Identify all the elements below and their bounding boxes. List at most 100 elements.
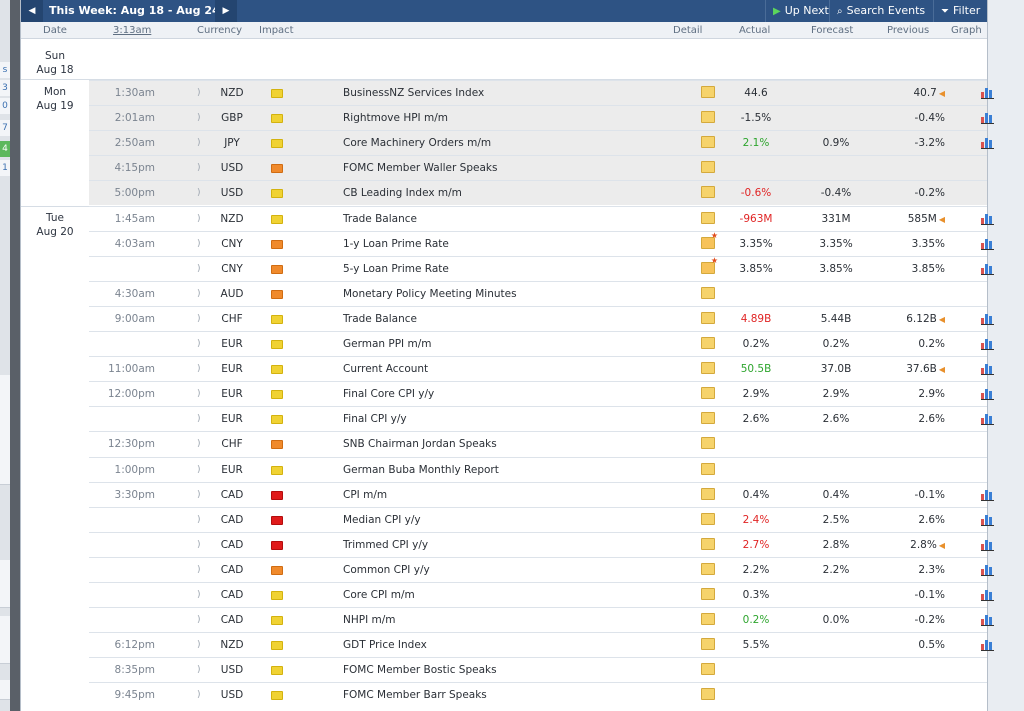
- event-row[interactable]: 1:30am) NZD BusinessNZ Services Index 44.6 4…: [89, 80, 994, 105]
- sound-icon[interactable]: ): [197, 564, 201, 575]
- left-strip-item[interactable]: s: [0, 62, 10, 78]
- event-row[interactable]: 2:01am) GBP Rightmove HPI m/m -1.5% -0.4%: [89, 105, 994, 131]
- event-name[interactable]: Trimmed CPI y/y: [343, 538, 429, 551]
- prev-week-icon[interactable]: ◀: [21, 0, 43, 22]
- event-name[interactable]: Trade Balance: [343, 312, 417, 325]
- graph-icon[interactable]: [981, 136, 995, 150]
- event-name[interactable]: Final Core CPI y/y: [343, 388, 435, 401]
- event-name[interactable]: Common CPI y/y: [343, 563, 430, 576]
- left-strip-item[interactable]: 1: [0, 160, 10, 176]
- graph-icon[interactable]: [981, 563, 995, 576]
- detail-folder-icon[interactable]: [701, 412, 715, 425]
- event-row[interactable]: 12:00pm) EUR Final Core CPI y/y 2.9% 2.9% 2.9…: [89, 381, 994, 406]
- event-row[interactable]: 1:00pm) EUR German Buba Monthly Report: [89, 456, 987, 482]
- event-name[interactable]: Final CPI y/y: [343, 413, 407, 426]
- event-row[interactable]: ) CNY 5-y Loan Prime Rate 3.85% 3.85% 3.85%: [89, 255, 994, 281]
- event-name[interactable]: Core CPI m/m: [343, 589, 415, 601]
- event-row[interactable]: ) CAD Median CPI y/y 2.4% 2.5% 2.6%: [89, 506, 994, 532]
- detail-folder-icon[interactable]: [701, 286, 715, 299]
- graph-icon[interactable]: [981, 488, 995, 501]
- filter-button[interactable]: ⏷ Filter: [933, 0, 987, 22]
- sound-icon[interactable]: ): [197, 389, 201, 400]
- event-name[interactable]: BusinessNZ Services Index: [343, 87, 485, 99]
- sound-icon[interactable]: ): [197, 263, 201, 274]
- detail-folder-icon[interactable]: [701, 437, 715, 450]
- event-name[interactable]: Rightmove HPI m/m: [343, 112, 448, 125]
- sound-icon[interactable]: ): [197, 665, 201, 676]
- detail-folder-icon[interactable]: [701, 161, 715, 174]
- graph-icon[interactable]: [981, 362, 995, 376]
- sound-icon[interactable]: ): [197, 339, 201, 349]
- sound-icon[interactable]: ): [197, 539, 201, 550]
- event-name[interactable]: GDT Price Index: [343, 639, 427, 652]
- event-row[interactable]: 2:50am) JPY Core Machinery Orders m/m 2.1% 0…: [89, 130, 994, 156]
- event-row[interactable]: 4:03am) CNY 1-y Loan Prime Rate 3.35% 3.35% 3…: [89, 230, 994, 256]
- event-name[interactable]: CPI m/m: [343, 488, 388, 501]
- event-name[interactable]: FOMC Member Barr Speaks: [343, 689, 487, 702]
- detail-folder-icon[interactable]: [701, 211, 715, 224]
- detail-folder-icon[interactable]: [701, 588, 715, 600]
- graph-icon[interactable]: [981, 513, 995, 526]
- graph-icon[interactable]: [981, 638, 995, 652]
- event-name[interactable]: Monetary Policy Meeting Minutes: [343, 287, 517, 300]
- event-name[interactable]: German PPI m/m: [343, 338, 432, 350]
- graph-icon[interactable]: [981, 588, 995, 601]
- graph-icon[interactable]: [981, 337, 995, 350]
- graph-icon[interactable]: [981, 387, 995, 401]
- sound-icon[interactable]: ): [197, 213, 201, 224]
- event-name[interactable]: 1-y Loan Prime Rate: [343, 237, 449, 250]
- graph-icon[interactable]: [981, 613, 995, 627]
- sound-icon[interactable]: ): [197, 464, 201, 475]
- detail-folder-icon[interactable]: [701, 111, 715, 124]
- event-row[interactable]: ) CAD NHPI m/m 0.2% 0.0% -0.2%: [89, 607, 994, 632]
- event-row[interactable]: 6:12pm) NZD GDT Price Index 5.5% 0.5%: [89, 632, 994, 657]
- sound-icon[interactable]: ): [197, 414, 201, 425]
- event-row[interactable]: 3:30pm) CAD CPI m/m 0.4% 0.4% -0.1%: [89, 481, 994, 507]
- detail-folder-icon[interactable]: [701, 688, 715, 701]
- left-strip-item[interactable]: 7: [0, 120, 10, 136]
- detail-folder-icon[interactable]: [701, 663, 715, 676]
- sound-icon[interactable]: ): [197, 138, 201, 149]
- sound-icon[interactable]: ): [197, 364, 201, 375]
- detail-folder-icon[interactable]: [701, 86, 715, 98]
- detail-folder-icon[interactable]: [701, 638, 715, 651]
- sound-icon[interactable]: ): [197, 439, 201, 450]
- event-name[interactable]: German Buba Monthly Report: [343, 463, 499, 476]
- detail-folder-icon[interactable]: [701, 232, 718, 249]
- graph-icon[interactable]: [981, 86, 995, 99]
- left-strip-item[interactable]: 3: [0, 80, 10, 96]
- event-name[interactable]: FOMC Member Waller Speaks: [343, 162, 498, 175]
- event-name[interactable]: Median CPI y/y: [343, 513, 421, 526]
- event-row[interactable]: 1:45am) NZD Trade Balance -963M 331M 585M ◀: [89, 205, 994, 231]
- graph-icon[interactable]: [981, 262, 995, 275]
- event-row[interactable]: ) EUR Final CPI y/y 2.6% 2.6% 2.6%: [89, 406, 994, 431]
- sound-icon[interactable]: ): [197, 690, 201, 701]
- event-row[interactable]: 4:30am) AUD Monetary Policy Meeting Minute…: [89, 280, 987, 306]
- event-row[interactable]: 4:15pm) USD FOMC Member Waller Speaks: [89, 155, 987, 181]
- graph-icon[interactable]: [981, 538, 995, 551]
- event-row[interactable]: 12:30pm) CHF SNB Chairman Jordan Speaks: [89, 431, 987, 456]
- detail-folder-icon[interactable]: [701, 537, 715, 550]
- detail-folder-icon[interactable]: [701, 512, 715, 525]
- event-row[interactable]: 9:45pm) USD FOMC Member Barr Speaks: [89, 682, 987, 707]
- event-name[interactable]: Current Account: [343, 363, 429, 376]
- detail-folder-icon[interactable]: [701, 387, 715, 400]
- event-name[interactable]: CB Leading Index m/m: [343, 187, 462, 200]
- event-name[interactable]: FOMC Member Bostic Speaks: [343, 664, 497, 677]
- event-name[interactable]: Trade Balance: [343, 212, 417, 225]
- sound-icon[interactable]: ): [197, 163, 201, 174]
- detail-folder-icon[interactable]: [701, 462, 715, 475]
- event-name[interactable]: SNB Chairman Jordan Speaks: [343, 438, 497, 451]
- event-row[interactable]: 5:00pm) USD CB Leading Index m/m -0.6% -0.4%…: [89, 180, 987, 206]
- event-row[interactable]: 11:00am) EUR Current Account 50.5B 37.0B 37.6…: [89, 356, 994, 381]
- graph-icon[interactable]: [981, 111, 995, 125]
- sound-icon[interactable]: ): [197, 489, 201, 500]
- col-time[interactable]: 3:13am: [113, 25, 152, 36]
- sound-icon[interactable]: ): [197, 590, 201, 600]
- detail-folder-icon[interactable]: [701, 362, 715, 375]
- event-row[interactable]: ) CAD Core CPI m/m 0.3% -0.1%: [89, 582, 994, 607]
- detail-folder-icon[interactable]: [701, 257, 718, 274]
- next-week-icon[interactable]: ▶: [215, 0, 237, 22]
- detail-folder-icon[interactable]: [701, 136, 715, 149]
- sound-icon[interactable]: ): [197, 313, 201, 324]
